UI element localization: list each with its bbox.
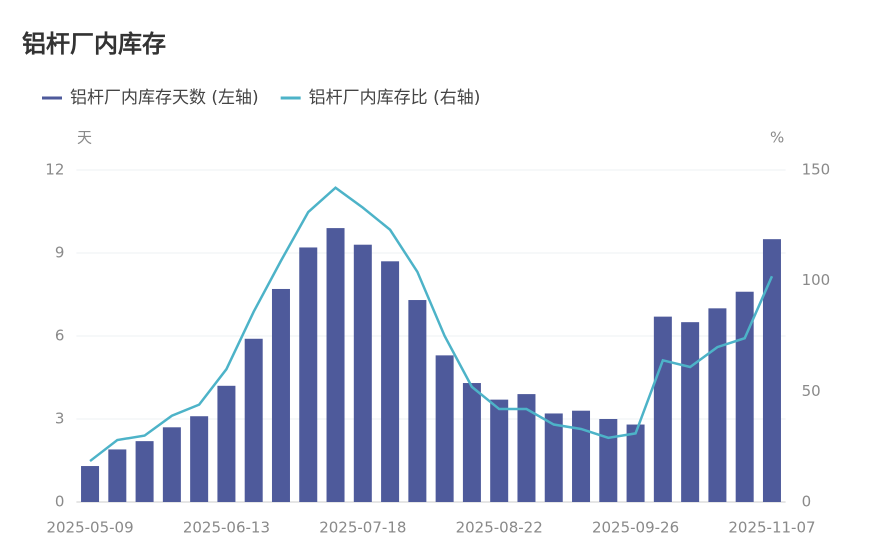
legend-label: 铝杆厂内库存天数 (左轴) bbox=[70, 88, 259, 108]
x-tick-label: 2025-09-26 bbox=[592, 519, 679, 537]
bar bbox=[190, 416, 209, 502]
y2-tick-label: 50 bbox=[802, 382, 821, 400]
bar bbox=[244, 338, 263, 502]
x-tick-label: 2025-06-13 bbox=[183, 519, 270, 537]
bar bbox=[572, 410, 591, 502]
bar bbox=[217, 385, 236, 502]
bar bbox=[626, 424, 645, 502]
x-tick-label: 2025-11-07 bbox=[728, 519, 815, 537]
bar bbox=[681, 322, 700, 502]
bar bbox=[381, 261, 400, 502]
bar bbox=[162, 427, 181, 502]
y-tick-label: 12 bbox=[45, 161, 64, 179]
bar bbox=[544, 413, 563, 502]
bar bbox=[299, 247, 318, 502]
bar bbox=[708, 308, 727, 502]
bar bbox=[435, 355, 454, 502]
y-tick-label: 0 bbox=[55, 493, 65, 511]
bar bbox=[762, 239, 781, 502]
bar bbox=[326, 228, 345, 502]
x-tick-label: 2025-05-09 bbox=[46, 519, 133, 537]
bar bbox=[735, 291, 754, 502]
bar bbox=[408, 300, 427, 502]
y-unit: 天 bbox=[77, 129, 92, 147]
bar bbox=[490, 399, 509, 502]
y2-tick-label: 0 bbox=[802, 493, 812, 511]
y2-unit: % bbox=[770, 129, 784, 147]
line bbox=[89, 186, 774, 463]
bar bbox=[462, 383, 481, 502]
y2-tick-label: 150 bbox=[802, 161, 831, 179]
bar bbox=[653, 316, 672, 502]
bar bbox=[517, 394, 536, 502]
y2-tick-label: 100 bbox=[802, 271, 831, 289]
bar bbox=[353, 244, 372, 502]
y-tick-label: 6 bbox=[55, 327, 65, 345]
chart-title: 铝杆厂内库存 bbox=[22, 30, 166, 58]
bar bbox=[599, 419, 618, 502]
legend-label: 铝杆厂内库存比 (右轴) bbox=[309, 88, 481, 108]
bar bbox=[135, 441, 154, 502]
bar bbox=[108, 449, 127, 502]
bar bbox=[271, 288, 290, 502]
bar bbox=[81, 466, 100, 502]
x-tick-label: 2025-07-18 bbox=[319, 519, 406, 537]
x-tick-label: 2025-08-22 bbox=[456, 519, 543, 537]
y-tick-label: 9 bbox=[55, 244, 65, 262]
y-tick-label: 3 bbox=[55, 410, 65, 428]
